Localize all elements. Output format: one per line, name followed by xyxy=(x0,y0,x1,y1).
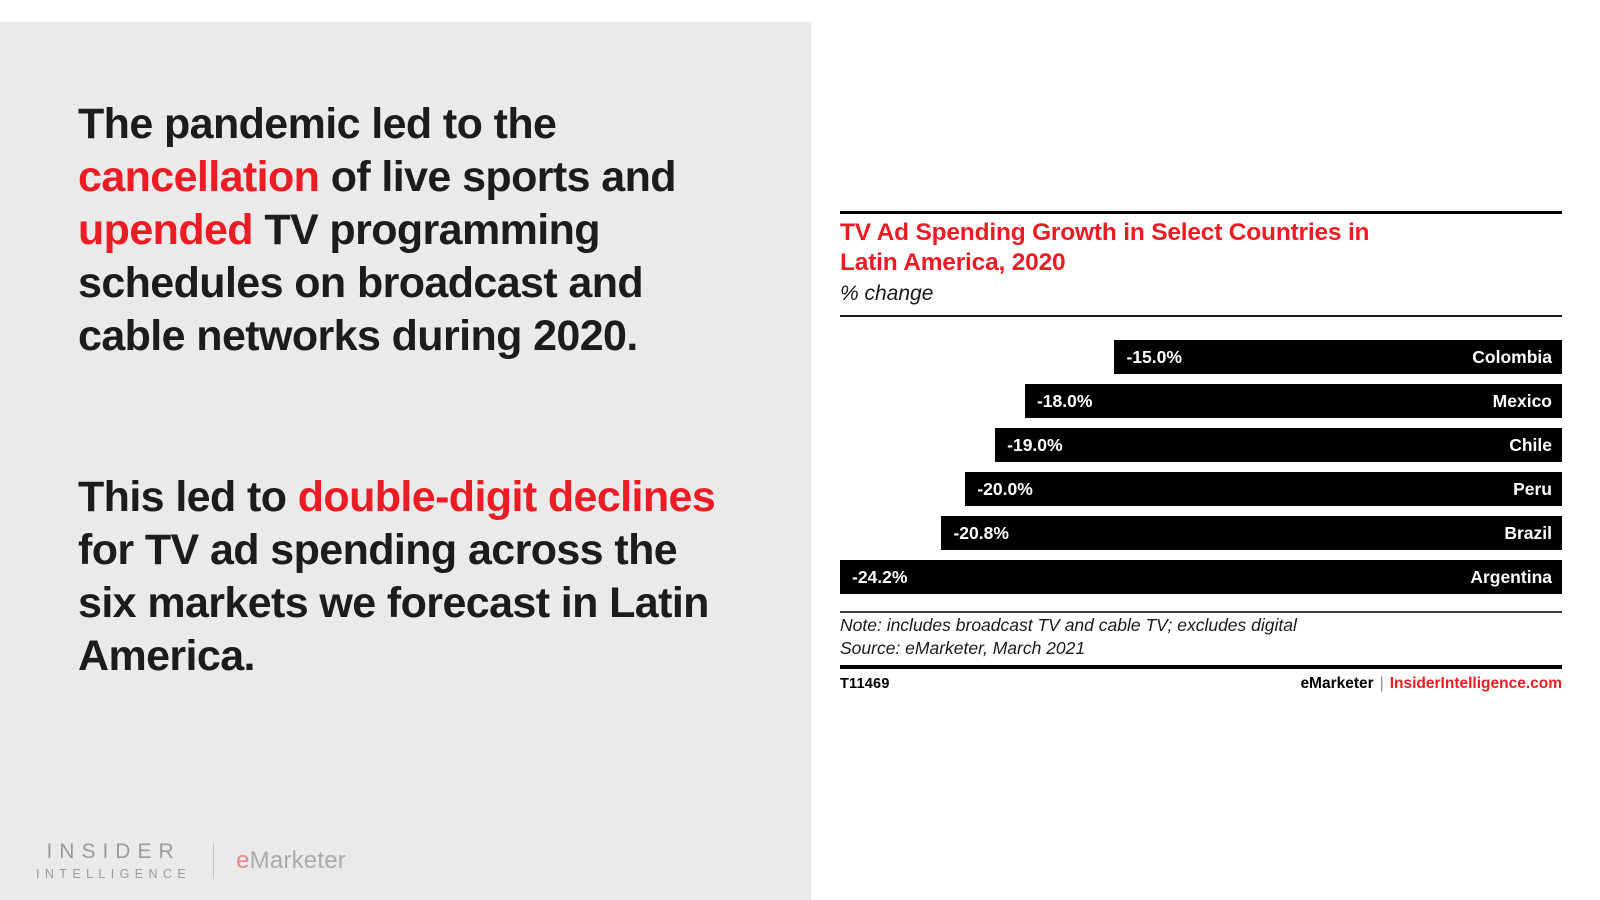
chart-top-rule xyxy=(840,211,1562,214)
chart-source: Source: eMarketer, March 2021 xyxy=(840,637,1086,658)
body-text: of live sports and xyxy=(319,153,677,201)
footer-insiderintelligence-link: InsiderIntelligence.com xyxy=(1389,675,1562,692)
chart-header-rule xyxy=(840,315,1562,317)
body-text: The pandemic led to the xyxy=(78,100,557,148)
bar-value-label: -19.0% xyxy=(1007,434,1063,455)
chart-footer-rule xyxy=(840,665,1562,669)
body-text: This led to xyxy=(78,473,298,521)
footer-emarketer-label: eMarketer xyxy=(1300,675,1374,692)
chart-footer-brands: eMarketer | InsiderIntelligence.com xyxy=(1300,675,1562,693)
paragraph-pandemic: The pandemic led to the cancellation of … xyxy=(78,98,742,363)
chart-id-label: T11469 xyxy=(840,676,890,692)
bar-mexico: -18.0% Mexico xyxy=(1024,384,1562,418)
bar-chile: -19.0% Chile xyxy=(995,428,1562,462)
bar-country-label: Peru xyxy=(1513,478,1552,499)
logo-insider-text: INSIDER xyxy=(46,840,181,863)
bar-row-chile: -19.0% Chile xyxy=(840,428,1562,462)
chart-title-line-2: Latin America, 2020 xyxy=(840,248,1066,276)
bar-value-label: -20.8% xyxy=(953,522,1009,543)
highlight-red-text: upended xyxy=(78,206,254,254)
chart-note: Note: includes broadcast TV and cable TV… xyxy=(840,615,1297,635)
chart-note-rule xyxy=(840,611,1562,613)
footer-separator: | xyxy=(1379,675,1384,692)
bar-argentina: -24.2% Argentina xyxy=(840,560,1562,594)
body-text: TV programming schedules on broadcast an… xyxy=(78,206,644,360)
body-text: for TV ad spending across the six market… xyxy=(78,526,709,680)
bar-peru: -20.0% Peru xyxy=(965,472,1562,506)
chart-footer: T11469 eMarketer | InsiderIntelligence.com xyxy=(840,675,1562,693)
highlight-red-text: double-digit declines xyxy=(297,473,716,521)
bar-country-label: Argentina xyxy=(1470,566,1552,587)
logo-divider xyxy=(213,842,215,879)
emarketer-e: e xyxy=(236,846,250,874)
bar-value-label: -24.2% xyxy=(852,566,908,587)
bar-value-label: -18.0% xyxy=(1036,390,1093,411)
bar-brazil: -20.8% Brazil xyxy=(941,516,1562,550)
bar-row-colombia: -15.0% Colombia xyxy=(840,340,1562,374)
chart-subtitle: % change xyxy=(840,282,934,305)
bar-country-label: Brazil xyxy=(1504,522,1552,543)
chart-title: TV Ad Spending Growth in Select Countrie… xyxy=(840,218,1562,277)
paragraph-declines: This led to double-digit declines for TV… xyxy=(78,471,742,683)
commentary-text-block: The pandemic led to the cancellation of … xyxy=(78,98,742,683)
highlight-red-text: cancellation xyxy=(78,153,320,201)
chart-note-block: Note: includes broadcast TV and cable TV… xyxy=(840,614,1562,659)
bar-chart: -15.0% Colombia -18.0% Mexico -19.0% Chile -20… xyxy=(840,340,1562,604)
chart-title-line-1: TV Ad Spending Growth in Select Countrie… xyxy=(840,219,1370,246)
left-text-panel: The pandemic led to the cancellation of … xyxy=(0,22,811,900)
bar-country-label: Mexico xyxy=(1492,390,1552,411)
bar-row-argentina: -24.2% Argentina xyxy=(840,560,1562,594)
bar-country-label: Colombia xyxy=(1472,346,1552,367)
insider-intelligence-emarketer-logo: INSIDER INTELLIGENCE eMarketer xyxy=(36,840,346,881)
bar-value-label: -20.0% xyxy=(977,478,1033,499)
logo-intelligence-text: INTELLIGENCE xyxy=(36,867,192,881)
bar-country-label: Chile xyxy=(1509,434,1552,455)
emarketer-wordmark: eMarketer xyxy=(236,847,346,875)
bar-colombia: -15.0% Colombia xyxy=(1114,340,1562,374)
bar-row-brazil: -20.8% Brazil xyxy=(840,516,1562,550)
bar-row-mexico: -18.0% Mexico xyxy=(840,384,1562,418)
insider-intelligence-wordmark: INSIDER INTELLIGENCE xyxy=(36,840,191,881)
bar-value-label: -15.0% xyxy=(1126,346,1182,367)
emarketer-rest: Marketer xyxy=(249,846,346,874)
bar-row-peru: -20.0% Peru xyxy=(840,472,1562,506)
